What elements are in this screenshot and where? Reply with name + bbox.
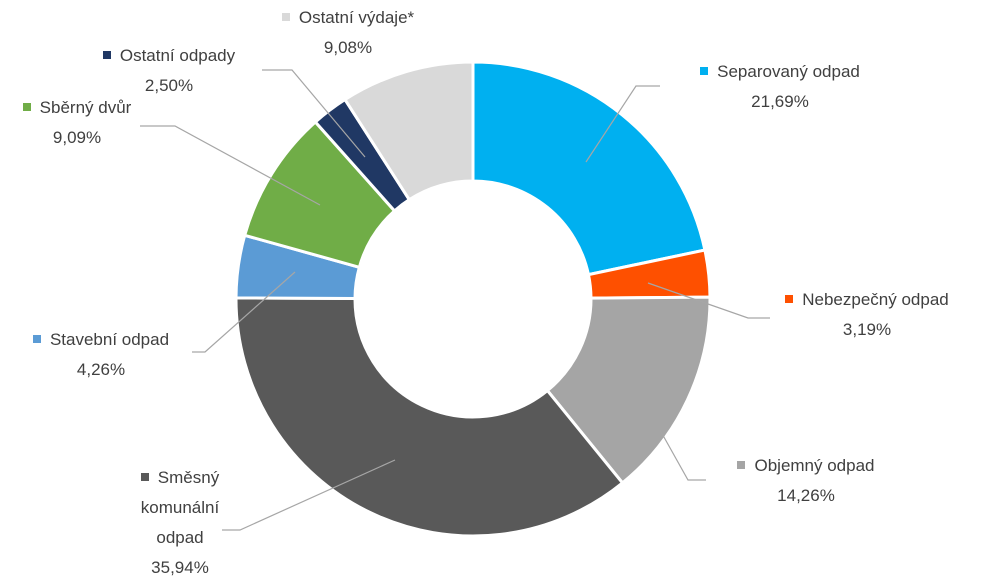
donut-slice [545, 295, 712, 486]
donut-slice [234, 296, 625, 538]
category-label: Ostatní výdaje* [298, 8, 415, 27]
value-label: 4,26% [76, 360, 126, 379]
leader-line [585, 85, 660, 163]
legend-marker [32, 334, 41, 343]
value-label: 3,19% [842, 320, 892, 339]
data-label: Separovaný odpad 21,69% [670, 57, 890, 117]
legend-marker [140, 472, 149, 481]
category-label: Ostatní odpady [119, 46, 236, 65]
category-label: Separovaný odpad [717, 62, 860, 81]
value-label: 9,09% [52, 128, 102, 147]
legend-marker [737, 460, 746, 469]
value-label: 2,50% [144, 76, 194, 95]
leader-line [659, 429, 706, 481]
legend-marker [700, 66, 709, 75]
leader-line [192, 271, 296, 353]
data-label: Směsný komunální odpad 35,94% [118, 463, 242, 583]
data-label: Ostatní odpady 2,50% [74, 41, 264, 101]
legend-marker [102, 50, 111, 59]
category-label: Objemný odpad [754, 456, 875, 475]
value-label: 35,94% [151, 558, 209, 577]
value-label: 21,69% [751, 92, 809, 111]
leader-line [647, 282, 770, 319]
data-label: Ostatní výdaje* 9,08% [248, 3, 448, 63]
category-label: Sběrný dvůr [39, 98, 132, 117]
donut-slice [342, 60, 475, 202]
category-label: Stavební odpad [49, 330, 170, 349]
legend-marker [785, 294, 794, 303]
leader-line [140, 125, 321, 206]
data-label: Sběrný dvůr 9,09% [12, 93, 142, 153]
data-label: Stavební odpad 4,26% [6, 325, 196, 385]
leader-line [262, 69, 366, 158]
category-label: Nebezpečný odpad [802, 290, 949, 309]
legend-marker [22, 102, 31, 111]
data-label: Objemný odpad 14,26% [706, 451, 906, 511]
legend-marker [281, 12, 290, 21]
donut-slice [471, 60, 707, 277]
value-label: 14,26% [777, 486, 835, 505]
data-label: Nebezpečný odpad 3,19% [772, 285, 962, 345]
leader-line [222, 459, 396, 531]
category-label: Směsný komunální odpad [140, 468, 220, 547]
value-label: 9,08% [323, 38, 373, 57]
